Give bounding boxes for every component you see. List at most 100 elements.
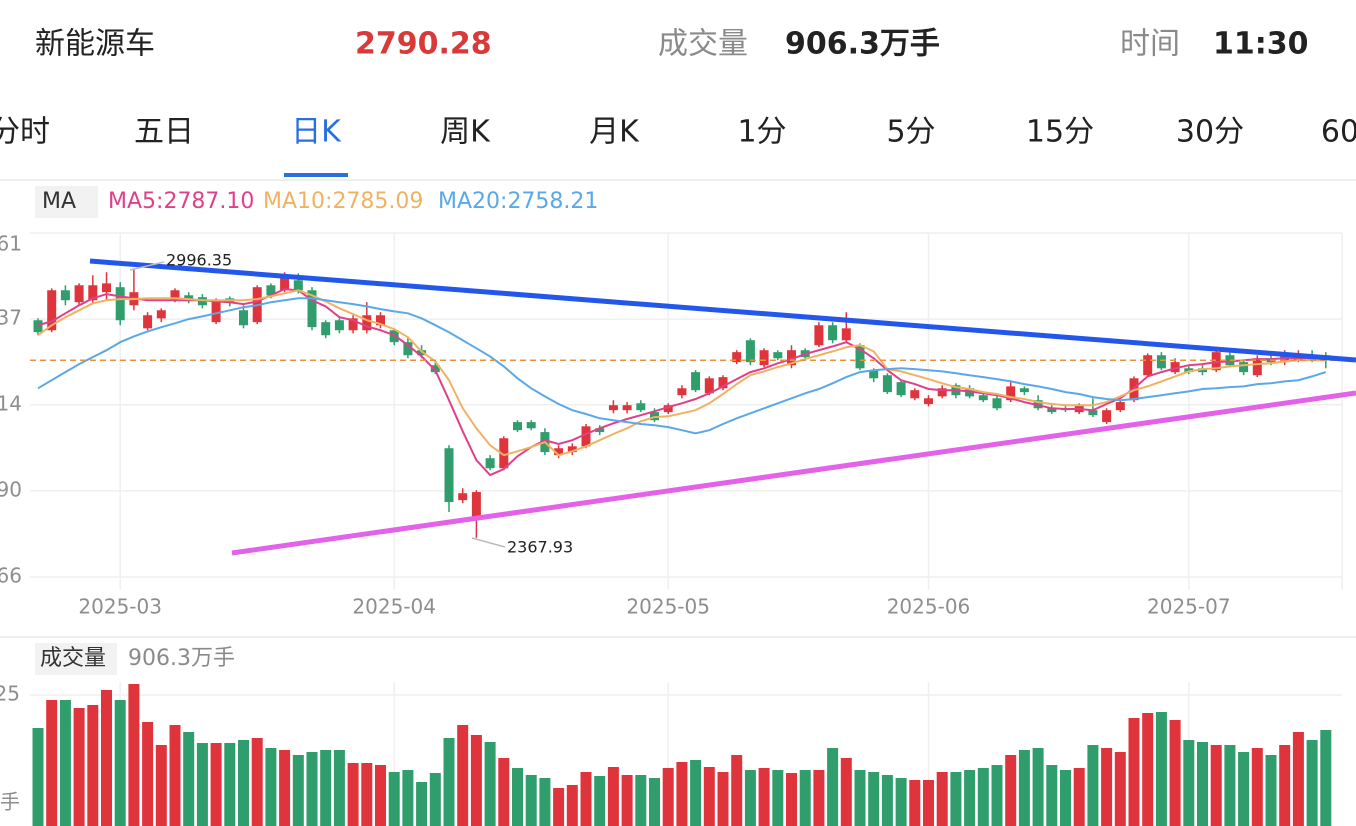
volume-bar: [512, 768, 523, 826]
tab[interactable]: 30分: [1176, 115, 1244, 150]
volume-bar: [840, 758, 852, 826]
y-tick-label: 61: [0, 232, 22, 256]
candle-body: [143, 315, 153, 329]
y-tick-label: 14: [0, 391, 22, 415]
volume-bar: [251, 738, 263, 826]
candle-body: [1198, 368, 1207, 373]
volume-bar: [196, 743, 208, 826]
volume-bar: [607, 767, 619, 826]
volume-bar: [827, 748, 839, 826]
tab[interactable]: 月K: [589, 115, 640, 150]
volume-bar: [498, 758, 510, 826]
candle-body: [978, 395, 988, 401]
candle-body: [1143, 355, 1153, 376]
candle-body: [1252, 358, 1262, 376]
volume-bar: [580, 772, 592, 826]
volume-bar: [703, 767, 715, 826]
volume-bar: [950, 772, 962, 826]
volume-bar: [1101, 748, 1113, 826]
volume-bar: [1018, 750, 1030, 826]
candle-body: [1115, 402, 1125, 411]
volume-bar: [443, 738, 455, 826]
max-annotation: 2996.35: [166, 251, 232, 270]
tab[interactable]: 60: [1321, 115, 1356, 150]
volume-bar: [881, 775, 893, 826]
volume-bar: [1210, 745, 1222, 826]
candle-body: [1019, 388, 1029, 393]
candle-body: [567, 446, 577, 453]
volume-bar: [238, 740, 249, 826]
volume-bar: [1238, 752, 1250, 826]
volume-bar: [758, 768, 770, 826]
candle-body: [882, 375, 892, 393]
tab[interactable]: 5分: [886, 115, 935, 150]
volume-bar: [361, 763, 373, 826]
volume-bar: [772, 770, 784, 826]
volume-bar: [895, 778, 907, 826]
volume-bar: [333, 750, 345, 826]
volume-bar: [210, 743, 222, 826]
tab[interactable]: 五日: [134, 115, 194, 150]
y-tick-label: 25: [0, 682, 20, 706]
candle-body: [896, 382, 906, 396]
volume-bar: [183, 732, 195, 826]
tab[interactable]: 日K: [291, 115, 342, 150]
volume-bar: [32, 728, 44, 826]
legend-ma5: MA5:2787.10: [108, 189, 254, 214]
candle-body: [184, 295, 194, 301]
trend-line: [231, 390, 1356, 556]
index-name: 新能源车: [35, 27, 155, 62]
x-tick-label: 2025-06: [887, 595, 971, 619]
trend-line: [89, 258, 1356, 363]
candle-body: [622, 405, 632, 411]
volume-bar: [1073, 768, 1085, 826]
candle-body: [1170, 362, 1180, 373]
candle-body: [307, 290, 317, 328]
tab[interactable]: 分时: [0, 115, 50, 150]
y-tick-label: 66: [0, 564, 22, 588]
tab[interactable]: 1分: [737, 115, 786, 150]
volume-bar: [936, 772, 948, 826]
candle-body: [773, 352, 783, 359]
candle-body: [88, 285, 98, 301]
candle-body: [526, 422, 536, 429]
candle-body: [704, 378, 714, 394]
candle-body: [376, 315, 385, 326]
candle-body: [1047, 408, 1057, 413]
candle-body: [47, 290, 57, 331]
volume-bar: [402, 770, 414, 826]
time-value: 11:30: [1213, 27, 1309, 62]
volume-bar: [635, 775, 647, 826]
volume-bar: [1060, 770, 1071, 826]
volume-bar: [525, 775, 537, 826]
volume-legend-label: 成交量: [40, 646, 106, 671]
candle-body: [430, 365, 440, 373]
candle-body: [321, 322, 331, 336]
volume-legend-value: 906.3万手: [128, 646, 235, 671]
candle-body: [732, 352, 742, 363]
volume-bar: [375, 765, 386, 826]
candle-body: [1006, 386, 1016, 401]
volume-bar: [155, 745, 167, 826]
volume-bar: [265, 748, 277, 826]
legend-ma20: MA20:2758.21: [438, 189, 598, 214]
marks: [30, 268, 1356, 826]
volume-label: 成交量: [658, 27, 748, 62]
legend-ma10: MA10:2785.09: [263, 189, 423, 214]
candle-body: [581, 426, 591, 447]
volume-bar: [101, 690, 112, 826]
volume-bar: [169, 725, 181, 826]
candle-body: [828, 325, 838, 341]
volume-bar: [909, 780, 921, 826]
candle-body: [855, 345, 865, 369]
tab[interactable]: 周K: [440, 115, 491, 150]
volume-bar: [690, 760, 702, 826]
volume-bar: [87, 705, 99, 826]
tab[interactable]: 15分: [1026, 115, 1094, 150]
candle-body: [60, 290, 70, 301]
candle-body: [554, 448, 564, 456]
candle-body: [937, 388, 947, 397]
volume-bar: [320, 750, 332, 826]
volume-bar: [1046, 765, 1058, 826]
